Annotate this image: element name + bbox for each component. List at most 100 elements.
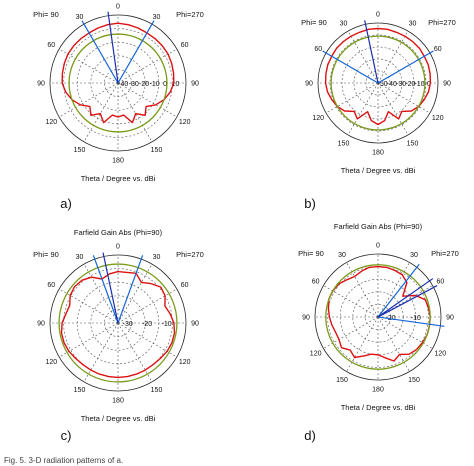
radial-tick-label: 0 [163,81,167,88]
beam-marker-line [92,255,119,324]
angle-tick-label: 180 [112,398,124,405]
grid-spoke [323,316,379,349]
angle-tick-label: 120 [435,351,447,358]
radial-tick-label: -20 [142,321,152,328]
phi-left-label: Phi= 90 [301,18,327,27]
radial-tick-label: -10 [411,315,421,322]
angle-tick-label: 90 [443,81,451,88]
angle-tick-label: 60 [314,46,322,53]
angle-tick-label: 30 [338,252,346,259]
angle-tick-label: 60 [181,42,189,49]
angle-tick-label: 150 [74,147,86,154]
radial-tick-label: -50 [378,81,388,88]
angle-tick-label: 180 [112,158,124,165]
panel-label: a) [60,196,72,211]
angle-tick-label: 120 [45,119,57,126]
grid-spoke [58,288,119,324]
beam-marker-line [377,263,420,318]
grid-ring [63,28,173,138]
angle-tick-label: 0 [376,12,380,19]
angle-tick-label: 150 [408,377,420,384]
angle-tick-label: 30 [76,254,84,261]
angle-tick-label: 90 [191,81,199,88]
reference-circle-series [325,264,431,370]
grid-spoke [83,263,119,324]
grid-spoke [323,285,379,318]
angle-tick-label: 120 [312,115,324,122]
angle-tick-label: 0 [376,243,380,250]
grid-spoke [58,82,119,118]
grid-spoke [58,48,119,84]
figure-caption: Fig. 5. 3-D radiation patterns of a. [4,456,124,465]
beam-marker-line [81,20,119,84]
outer-ring [49,254,187,392]
chart-title: Farfield Gain Abs (Phi=90) [334,222,423,231]
panel-label: b) [304,196,316,211]
grid-spoke [346,316,379,372]
radial-tick-label: -30 [129,81,139,88]
angle-tick-label: 150 [338,140,350,147]
angle-tick-label: 150 [407,140,419,147]
polar-chart-b: 0 30 60 90 120 150 180 150 120 90 60 30 -50 -40 -30 -20… [301,12,456,212]
radial-tick-label: -30 [123,321,133,328]
angle-tick-label: 180 [372,150,384,157]
beam-marker-line [117,20,155,84]
grid-spoke [377,82,431,114]
grid-spoke [117,322,153,383]
angle-tick-label: 30 [153,254,161,261]
grid-spoke [347,30,379,84]
angle-tick-label: 30 [76,14,84,21]
grid-spoke [377,82,409,136]
grid-spoke [377,316,410,372]
grid-spoke [347,82,379,136]
angle-tick-label: 150 [151,147,163,154]
beam-marker-line [377,50,434,84]
beam-marker-line [107,11,119,84]
polar-chart-a: 0 30 60 90 120 150 180 150 120 90 60 30 -40 -30 -20 -10… [33,4,204,212]
angle-tick-label: 0 [116,4,120,11]
grid-spoke [377,30,409,84]
radial-tick-label: -10 [150,81,160,88]
phi-left-label: Phi= 90 [298,249,324,258]
angle-tick-label: 60 [181,282,189,289]
phi-left-label: Phi= 90 [33,250,59,259]
angle-tick-label: 60 [47,42,55,49]
radial-tick-label: 10 [172,81,180,88]
angle-tick-label: 60 [47,282,55,289]
radial-tick-label: -20 [139,81,149,88]
radial-tick-label: 0 [427,81,431,88]
angle-tick-label: 120 [310,351,322,358]
beam-marker-line [364,20,379,84]
grid-ring [90,295,146,351]
angle-tick-label: 60 [434,46,442,53]
gain-pattern-series [60,270,176,379]
angle-tick-label: 30 [409,21,417,28]
beam-marker-line [377,316,445,327]
reference-circle-series [58,263,178,383]
angle-tick-label: 120 [179,119,191,126]
angle-tick-label: 90 [305,81,313,88]
grid-spoke [325,82,379,114]
angle-tick-label: 120 [432,115,444,122]
phi-left-label: Phi= 90 [33,10,59,19]
grid-spoke [117,263,153,324]
angle-tick-label: 150 [336,377,348,384]
angle-tick-label: 90 [37,81,45,88]
angle-tick-label: 90 [191,321,199,328]
phi-right-label: Phi=270 [176,250,204,259]
phi-right-label: Phi=270 [176,10,204,19]
reference-circle-series [330,35,426,131]
radial-tick-label: -30 [396,81,406,88]
panel-label: d) [304,428,316,443]
axis-label: Theta / Degree vs. dBi [341,403,416,412]
axis-label: Theta / Degree vs. dBi [81,174,156,183]
angle-tick-label: 30 [153,14,161,21]
grid-spoke [83,322,119,383]
angle-tick-label: 90 [37,321,45,328]
beam-marker-line [377,285,438,318]
panel-label: c) [61,428,72,443]
beam-marker-line [377,278,434,318]
radial-tick-label: -10 [162,321,172,328]
